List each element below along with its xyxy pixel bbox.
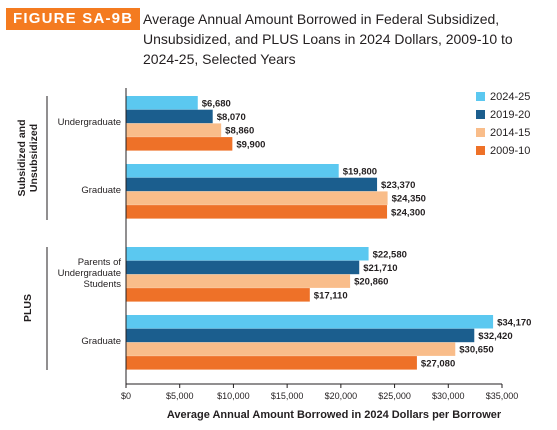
value-label-2019-20-2: $21,710 bbox=[363, 263, 397, 274]
x-tick-label: $0 bbox=[121, 391, 131, 401]
category-label-0: Undergraduate bbox=[57, 116, 121, 128]
bar-2024-25-1 bbox=[126, 164, 339, 178]
bar-2019-20-3 bbox=[126, 328, 475, 343]
bar-2009-10-1 bbox=[126, 205, 388, 219]
legend-item-2014-15: 2014-15 bbox=[476, 127, 530, 139]
bar-2009-10-3 bbox=[126, 356, 417, 370]
value-label-2014-15-0: $8,860 bbox=[225, 126, 254, 137]
value-label-2009-10-1: $24,300 bbox=[391, 207, 425, 218]
legend-swatch bbox=[476, 128, 485, 137]
value-label-2024-25-1: $19,800 bbox=[343, 166, 377, 177]
legend-label: 2014-15 bbox=[490, 127, 531, 139]
legend-item-2009-10: 2009-10 bbox=[476, 145, 530, 157]
bar-2024-25-2 bbox=[126, 247, 369, 261]
bar-2019-20-0 bbox=[126, 109, 213, 124]
bar-2014-15-0 bbox=[126, 123, 222, 137]
bar-2009-10-2 bbox=[126, 288, 310, 302]
x-tick-label: $35,000 bbox=[486, 391, 519, 401]
category-label-3: Graduate bbox=[81, 335, 121, 347]
legend-swatch bbox=[476, 92, 485, 101]
category-label-1: Graduate bbox=[81, 184, 121, 196]
value-label-2009-10-2: $17,110 bbox=[314, 290, 348, 301]
bar-2014-15-2 bbox=[126, 274, 351, 288]
x-tick-label: $5,000 bbox=[166, 391, 194, 401]
value-label-2024-25-3: $34,170 bbox=[497, 317, 531, 328]
group-label-1: PLUS bbox=[22, 293, 34, 323]
value-label-2009-10-0: $9,900 bbox=[236, 139, 265, 150]
legend-label: 2019-20 bbox=[490, 109, 531, 121]
group-label-0: Subsidized and Unsubsidized bbox=[16, 119, 40, 197]
value-label-2019-20-1: $23,370 bbox=[381, 180, 415, 191]
x-tick-label: $15,000 bbox=[271, 391, 304, 401]
figure-label: FIGURE SA-9B bbox=[6, 8, 141, 30]
legend-item-2019-20: 2019-20 bbox=[476, 109, 530, 121]
x-axis-title: Average Annual Amount Borrowed in 2024 D… bbox=[167, 409, 502, 421]
value-label-2014-15-2: $20,860 bbox=[354, 277, 388, 288]
x-tick-label: $25,000 bbox=[378, 391, 411, 401]
bar-2009-10-0 bbox=[126, 137, 233, 151]
bar-2014-15-3 bbox=[126, 342, 456, 356]
value-label-2014-15-1: $24,350 bbox=[392, 194, 426, 205]
legend-label: 2024-25 bbox=[490, 91, 531, 103]
bar-2014-15-1 bbox=[126, 191, 388, 205]
value-label-2019-20-3: $32,420 bbox=[478, 331, 512, 342]
legend-label: 2009-10 bbox=[490, 145, 531, 157]
value-label-2009-10-3: $27,080 bbox=[421, 358, 455, 369]
value-label-2014-15-3: $30,650 bbox=[459, 345, 493, 356]
bar-2024-25-0 bbox=[126, 96, 198, 110]
x-tick-label: $20,000 bbox=[325, 391, 358, 401]
bar-2019-20-1 bbox=[126, 177, 378, 192]
value-label-2019-20-0: $8,070 bbox=[217, 112, 246, 123]
bar-2024-25-3 bbox=[126, 315, 494, 329]
value-label-2024-25-0: $6,680 bbox=[202, 98, 231, 109]
bar-2019-20-2 bbox=[126, 260, 360, 275]
x-tick-label: $10,000 bbox=[217, 391, 250, 401]
value-label-2024-25-2: $22,580 bbox=[373, 249, 407, 260]
legend-swatch bbox=[476, 110, 485, 119]
figure-title: Average Annual Amount Borrowed in Federa… bbox=[143, 11, 513, 67]
legend-swatch bbox=[476, 146, 485, 155]
x-tick-label: $30,000 bbox=[432, 391, 465, 401]
category-label-2: Parents of Undergraduate Students bbox=[57, 256, 121, 290]
legend-item-2024-25: 2024-25 bbox=[476, 91, 530, 103]
